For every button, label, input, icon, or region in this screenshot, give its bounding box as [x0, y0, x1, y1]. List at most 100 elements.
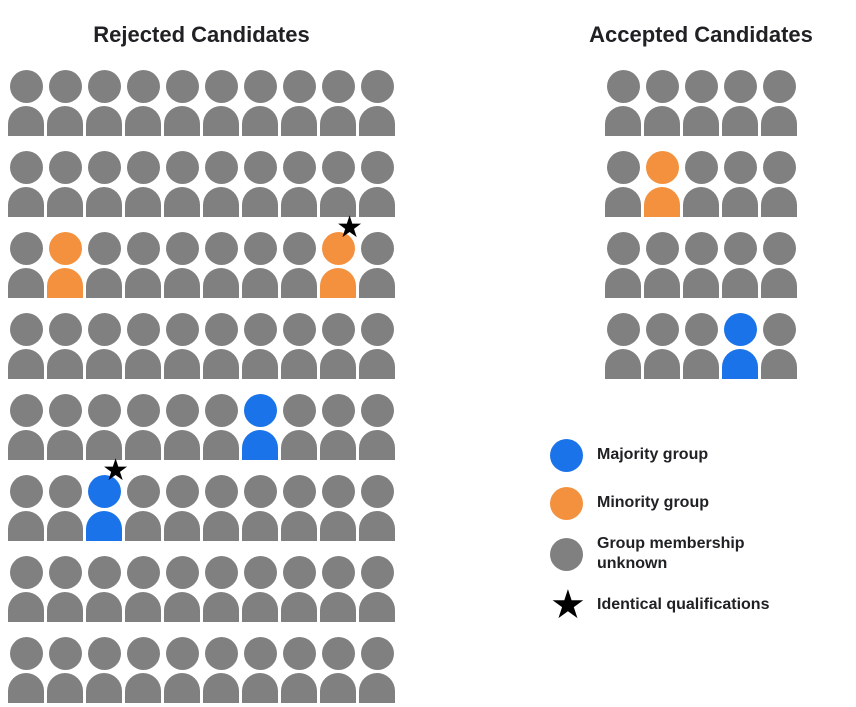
person-head — [126, 475, 160, 508]
person-head — [126, 70, 160, 103]
person-body — [164, 106, 200, 136]
person-icon-unknown — [281, 151, 317, 217]
person-body — [86, 673, 122, 703]
person-icon-unknown — [125, 394, 161, 460]
person-head — [606, 313, 640, 346]
person-body — [320, 673, 356, 703]
person-body — [203, 106, 239, 136]
person-body — [125, 349, 161, 379]
person-body — [722, 349, 758, 379]
person-icon-unknown — [164, 70, 200, 136]
person-head — [243, 394, 277, 427]
person-body — [203, 349, 239, 379]
person-head — [606, 232, 640, 265]
person-head — [48, 637, 82, 670]
legend-label-majority: Majority group — [597, 446, 709, 463]
person-icon-unknown — [281, 637, 317, 703]
person-icon-unknown — [359, 394, 395, 460]
person-icon-unknown — [203, 313, 239, 379]
person-body — [359, 430, 395, 460]
person-head — [165, 394, 199, 427]
person-body — [164, 349, 200, 379]
person-body — [281, 430, 317, 460]
person-head — [9, 394, 43, 427]
person-body — [242, 268, 278, 298]
person-head — [87, 637, 121, 670]
person-icon-unknown — [8, 151, 44, 217]
person-icon-unknown — [8, 313, 44, 379]
person-body — [125, 673, 161, 703]
person-icon-unknown — [8, 475, 44, 541]
person-body — [644, 187, 680, 217]
person-icon-unknown — [47, 556, 83, 622]
person-head — [204, 70, 238, 103]
person-head — [87, 313, 121, 346]
person-body — [359, 187, 395, 217]
person-head — [723, 313, 757, 346]
person-icon-unknown — [320, 475, 356, 541]
person-body — [125, 187, 161, 217]
person-body — [203, 511, 239, 541]
person-icon-unknown — [359, 70, 395, 136]
person-body — [722, 187, 758, 217]
person-icon-unknown — [761, 70, 797, 136]
person-head — [165, 151, 199, 184]
person-head — [321, 637, 355, 670]
person-body — [320, 349, 356, 379]
person-head — [126, 556, 160, 589]
person-body — [242, 106, 278, 136]
person-icon-unknown — [203, 151, 239, 217]
person-body — [86, 511, 122, 541]
person-icon-minority — [644, 151, 680, 217]
person-head — [9, 313, 43, 346]
person-body — [203, 268, 239, 298]
person-head — [606, 151, 640, 184]
person-head — [48, 313, 82, 346]
person-head — [243, 556, 277, 589]
person-head — [243, 313, 277, 346]
person-body — [242, 430, 278, 460]
person-body — [86, 430, 122, 460]
person-icon-unknown — [683, 151, 719, 217]
person-body — [605, 106, 641, 136]
person-body — [722, 268, 758, 298]
person-head — [243, 151, 277, 184]
person-head — [321, 556, 355, 589]
person-icon-unknown — [86, 151, 122, 217]
person-icon-unknown — [281, 232, 317, 298]
person-icon-unknown — [203, 70, 239, 136]
person-icon-unknown — [242, 70, 278, 136]
person-body — [47, 349, 83, 379]
person-icon-unknown — [242, 475, 278, 541]
person-body — [47, 268, 83, 298]
person-body — [8, 673, 44, 703]
person-body — [761, 268, 797, 298]
person-body — [125, 430, 161, 460]
person-body — [359, 268, 395, 298]
person-icon-unknown — [605, 70, 641, 136]
person-head — [243, 232, 277, 265]
person-head — [126, 151, 160, 184]
person-icon-unknown — [164, 394, 200, 460]
person-icon-unknown — [86, 556, 122, 622]
person-head — [360, 232, 394, 265]
person-icon-unknown — [722, 232, 758, 298]
person-body — [164, 268, 200, 298]
person-icon-unknown — [203, 556, 239, 622]
person-body — [242, 349, 278, 379]
person-body — [242, 673, 278, 703]
person-body — [605, 349, 641, 379]
person-head — [165, 232, 199, 265]
person-body — [8, 268, 44, 298]
person-body — [164, 430, 200, 460]
person-head — [762, 70, 796, 103]
person-icon-unknown — [320, 151, 356, 217]
person-icon-unknown — [164, 232, 200, 298]
person-body — [8, 592, 44, 622]
person-body — [203, 187, 239, 217]
person-body — [164, 511, 200, 541]
person-body — [8, 511, 44, 541]
person-head — [48, 556, 82, 589]
person-icon-unknown — [320, 637, 356, 703]
